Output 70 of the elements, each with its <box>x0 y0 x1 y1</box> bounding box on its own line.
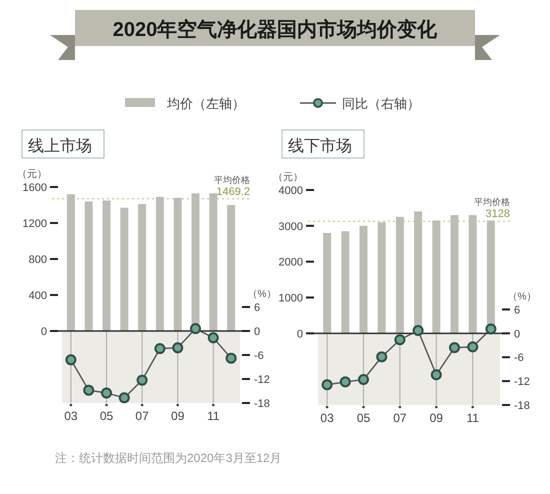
y2-tick-label: 6 <box>254 302 260 314</box>
point <box>376 351 388 362</box>
x-tick-label: 07 <box>393 411 407 425</box>
point <box>412 325 424 336</box>
legend-label: 同比（右轴） <box>342 96 420 111</box>
chart-title: 2020年空气净化器国内市场均价变化 <box>112 18 438 41</box>
x-tick-label: 03 <box>320 411 334 425</box>
x-tick-label: 11 <box>207 409 220 423</box>
bar <box>468 215 477 334</box>
point <box>226 352 237 364</box>
y2-tick-label: -18 <box>514 400 530 412</box>
y-tick-label: 1600 <box>22 182 47 194</box>
x-tick-label: 05 <box>100 409 114 423</box>
y2-axis-title: （%） <box>508 291 536 302</box>
y-tick-label: 1000 <box>278 292 303 304</box>
y-tick-label: 4000 <box>278 185 303 197</box>
y2-tick-label: -18 <box>254 398 270 410</box>
point <box>83 384 94 396</box>
ref-line-label: 平均价格 3128 <box>474 197 510 220</box>
x-tick-label: 07 <box>135 409 150 423</box>
legend-label: 均价（左轴） <box>166 96 245 111</box>
y2-tick-label: -12 <box>254 374 270 386</box>
x-tick-label: 05 <box>356 411 370 425</box>
point <box>449 342 460 354</box>
y2-axis-title: （%） <box>248 289 276 300</box>
y-tick-label: 400 <box>28 290 47 302</box>
point <box>467 341 478 352</box>
y2-tick-label: -12 <box>514 376 530 388</box>
point <box>394 334 406 346</box>
point <box>322 379 333 390</box>
bar <box>432 220 440 334</box>
x-tick-label: 03 <box>64 409 78 423</box>
y2-tick-label: 0 <box>514 328 520 340</box>
y-tick-label: 1200 <box>22 218 47 230</box>
point <box>172 342 184 354</box>
bar <box>396 216 404 334</box>
point <box>118 392 130 404</box>
chart-subtitle: 线上市场 <box>28 137 92 155</box>
y2-tick-label: -6 <box>514 352 524 364</box>
point <box>340 376 351 388</box>
y-tick-label: 0 <box>296 328 303 340</box>
y-axis-title: （元） <box>273 172 303 183</box>
point <box>358 374 369 386</box>
y2-tick-label: -6 <box>254 350 264 362</box>
bar <box>360 226 368 334</box>
x-tick-label: 09 <box>430 411 444 425</box>
point <box>136 374 148 386</box>
ref-line-label: 平均价格 1469.2 <box>214 174 250 198</box>
point <box>208 332 219 344</box>
y-axis-title: （元） <box>17 169 47 180</box>
y-tick-label: 3000 <box>278 220 303 233</box>
y-tick-label: 0 <box>40 326 47 338</box>
text: 注：统计数据时间范围为2020年3月至12月 <box>55 451 282 465</box>
x-tick-label: 09 <box>171 409 185 423</box>
y2-tick-label: 6 <box>514 304 520 316</box>
point <box>65 354 76 366</box>
y2-tick-label: 0 <box>254 326 260 338</box>
y-tick-label: 2000 <box>278 256 303 269</box>
bar <box>341 231 350 334</box>
point <box>430 369 442 380</box>
point <box>154 343 166 354</box>
point <box>485 323 496 334</box>
chart-subtitle: 线下市场 <box>288 137 352 155</box>
point <box>190 323 201 334</box>
x-tick-label: 11 <box>466 411 480 425</box>
bar <box>378 222 386 334</box>
y-tick-label: 800 <box>28 254 47 266</box>
bar <box>450 215 458 334</box>
point <box>101 388 112 398</box>
bar <box>323 233 332 334</box>
